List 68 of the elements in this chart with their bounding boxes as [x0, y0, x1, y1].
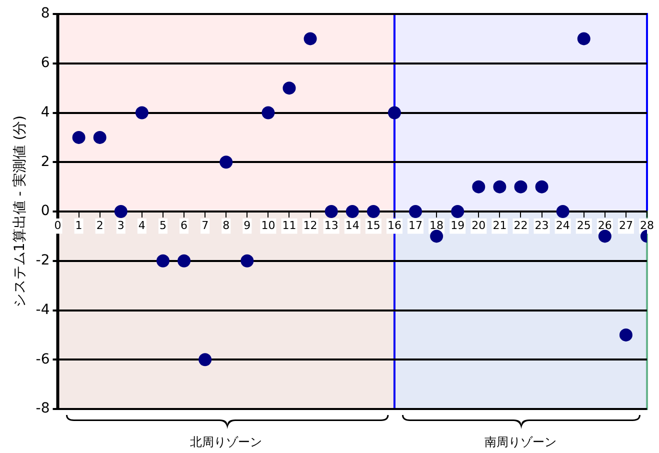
y-tick-label: 0	[40, 203, 50, 220]
point	[346, 205, 359, 218]
point	[514, 180, 528, 194]
x-tick-label: 6	[180, 218, 188, 232]
point	[619, 328, 632, 342]
band-label: 南周りゾーン	[484, 435, 557, 450]
x-tick-label: 23	[534, 218, 549, 232]
x-tick-label: 20	[472, 218, 486, 232]
point	[577, 32, 590, 46]
y-axis-title: システム1算出値 - 実測値 (分)	[12, 115, 28, 308]
y-tick-label: -2	[36, 252, 50, 269]
x-tick-label: 19	[450, 218, 465, 232]
x-tick-label: 22	[514, 218, 528, 232]
point	[135, 106, 148, 120]
point	[324, 205, 338, 218]
point	[262, 106, 275, 120]
x-tick-label: 9	[244, 218, 251, 232]
x-tick-label: 3	[117, 218, 124, 232]
x-tick-label: 4	[138, 218, 146, 232]
y-tick-label: 6	[40, 55, 50, 72]
x-tick-label: 12	[303, 218, 318, 232]
x-tick-label: 16	[387, 218, 402, 232]
x-tick-label: 18	[430, 218, 444, 232]
x-tick-label: 0	[54, 218, 62, 232]
point	[598, 230, 612, 243]
point	[409, 205, 422, 218]
x-tick-label: 7	[202, 218, 209, 232]
y-tick-label: -6	[36, 351, 50, 368]
point	[240, 254, 254, 268]
point	[93, 130, 106, 144]
point	[114, 205, 128, 218]
x-tick-label: 15	[366, 218, 380, 232]
point	[366, 205, 380, 218]
point	[472, 180, 486, 194]
x-tick-label: 17	[408, 218, 423, 232]
x-tick-label: 24	[556, 218, 570, 232]
x-tick-label: 14	[345, 218, 360, 232]
x-tick-label: 27	[618, 218, 633, 232]
point	[282, 82, 296, 95]
point	[451, 205, 464, 218]
x-tick-label: 1	[75, 218, 82, 232]
x-tick-label: 5	[159, 218, 166, 232]
y-tick-label: -4	[36, 302, 50, 318]
x-tick-label: 11	[282, 218, 296, 232]
point	[304, 32, 317, 46]
point	[493, 180, 506, 194]
x-tick-label: 28	[640, 218, 654, 232]
point	[388, 106, 401, 120]
x-tick-label: 26	[598, 218, 612, 232]
y-tick-label: 8	[40, 6, 50, 22]
x-tick-label: 10	[261, 218, 276, 232]
band-label: 北周りゾーン	[190, 435, 262, 450]
y-tick-label: 2	[40, 154, 50, 170]
x-tick-label: 13	[324, 218, 338, 232]
x-tick-label: 8	[222, 218, 230, 232]
point	[178, 254, 191, 268]
point	[156, 254, 170, 268]
point	[430, 230, 444, 243]
point	[198, 353, 212, 366]
point	[220, 156, 233, 169]
y-tick-label: 4	[40, 104, 50, 120]
x-tick-label: 2	[96, 218, 104, 232]
point	[535, 180, 548, 194]
point	[556, 205, 570, 218]
x-tick-label: 25	[576, 218, 591, 232]
y-tick-label: -8	[36, 400, 50, 417]
point	[72, 130, 86, 144]
x-tick-label: 21	[492, 218, 507, 232]
